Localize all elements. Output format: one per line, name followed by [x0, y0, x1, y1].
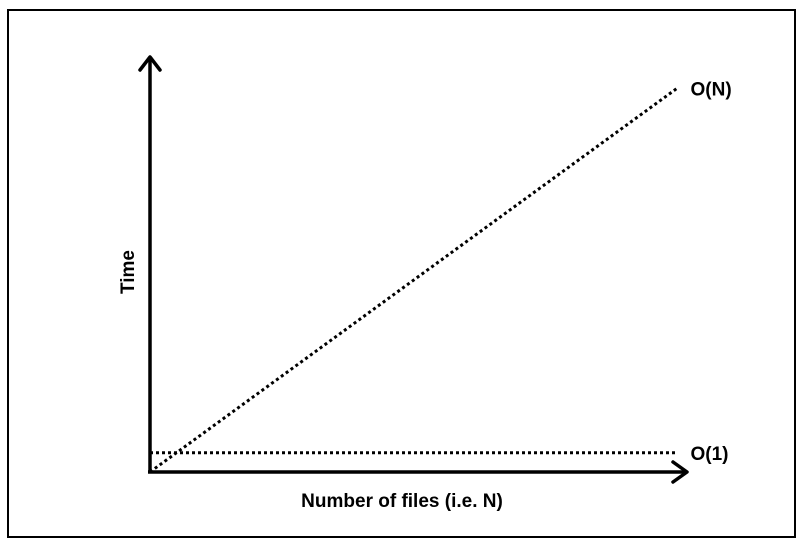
x-axis-label: Number of files (i.e. N) [301, 491, 503, 512]
x-axis-arrow-icon [671, 460, 689, 484]
y-axis-label: Time [118, 250, 139, 294]
chart-frame [7, 9, 796, 538]
series-label-1: O(1) [691, 444, 729, 465]
series-line-0 [149, 87, 678, 474]
y-axis-arrow-icon [138, 55, 162, 72]
series-layer: O(N) O(1) [149, 80, 732, 474]
series-label-0: O(N) [691, 80, 732, 101]
